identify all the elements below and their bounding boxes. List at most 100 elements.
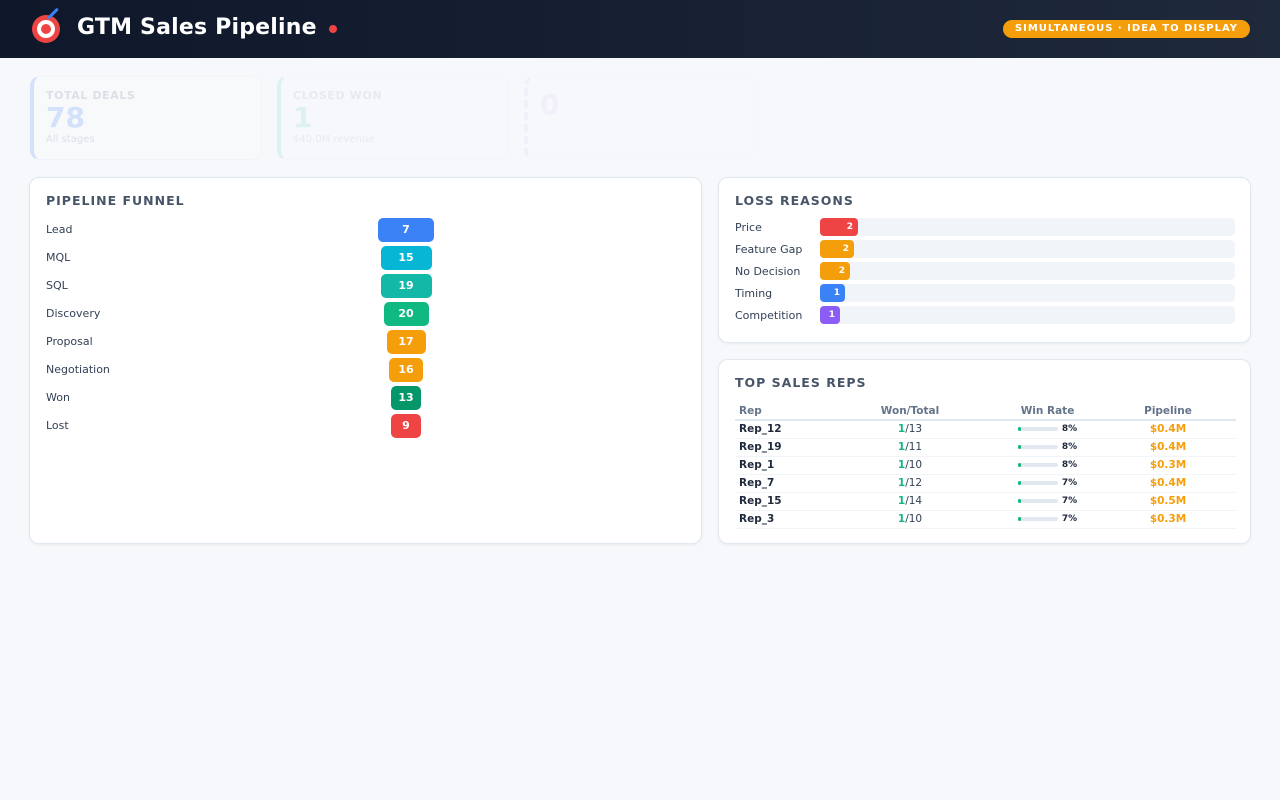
loss-reason-row: No Decision 2 (735, 262, 1235, 280)
loss-reason-row: Feature Gap 2 (735, 240, 1235, 258)
pipeline-value: $0.3M (1149, 513, 1187, 525)
kpi-subtext: $40.0M revenue (293, 134, 375, 145)
win-rate-fill (1017, 427, 1021, 432)
win-rate-fill (1017, 445, 1021, 449)
loss-reason-row: Timing 1 (735, 284, 1235, 302)
funnel-bar[interactable]: 13 (391, 386, 421, 410)
table-header-row: Rep Won/Total Win Rate Pipeline (735, 403, 1236, 421)
win-rate-fill (1017, 463, 1021, 467)
funnel-bar[interactable]: 7 (378, 218, 434, 242)
total-count: /13 (905, 423, 923, 436)
won-total-cell: 1/10 (825, 510, 995, 529)
total-count: /14 (905, 495, 923, 507)
kpi-card-total-deals: TOTAL DEALS 78 All stages (30, 76, 262, 160)
column-header[interactable]: Rep (735, 403, 825, 421)
funnel-row: SQL 19 (46, 274, 686, 298)
funnel-stage-label: Won (46, 391, 70, 404)
kpi-card-closed-won: CLOSED WON 1 $40.0M revenue (277, 76, 509, 160)
won-total-cell: 1/11 (825, 438, 995, 457)
funnel-bar[interactable]: 16 (389, 358, 423, 382)
win-rate-value: 7% (1061, 514, 1078, 524)
target-icon (32, 7, 60, 43)
column-header[interactable]: Win Rate (995, 403, 1100, 421)
won-count: 1 (897, 495, 906, 507)
rep-name: Rep_19 (735, 438, 825, 457)
mode-badge: SIMULTANEOUS · IDEA TO DISPLAY (1002, 20, 1250, 38)
funnel-stage-label: Discovery (46, 307, 101, 320)
funnel-bar[interactable]: 9 (391, 414, 421, 438)
total-count: /12 (905, 477, 923, 489)
loss-reasons-card: LOSS REASONS Price 2 Feature Gap 2 No Decisi… (718, 177, 1251, 343)
win-rate-value: 7% (1061, 478, 1078, 488)
rep-name: Rep_3 (735, 510, 825, 529)
win-rate-fill (1017, 517, 1021, 521)
won-count: 1 (897, 513, 906, 525)
won-count: 1 (897, 441, 906, 453)
rep-name: Rep_15 (735, 492, 825, 511)
reps-table: Rep Won/Total Win Rate Pipeline Rep_12 1/… (735, 403, 1236, 529)
win-rate-cell: 8% (995, 420, 1100, 439)
pipeline-funnel-card: PIPELINE FUNNEL Lead 7 MQL 15 SQL 19 Discovery… (29, 177, 702, 544)
loss-reason-label: Price (735, 221, 762, 234)
loss-bar[interactable]: 1 (820, 284, 845, 302)
loss-bar-track: 2 (820, 262, 1235, 280)
loss-bar[interactable]: 1 (820, 306, 840, 324)
rep-name: Rep_12 (735, 420, 825, 439)
rep-name: Rep_1 (735, 456, 825, 475)
funnel-row: Lead 7 (46, 218, 686, 242)
funnel-bar[interactable]: 17 (386, 330, 426, 354)
pipeline-cell: $0.3M (1100, 510, 1236, 529)
pipeline-cell: $0.5M (1100, 492, 1236, 511)
loss-bar[interactable]: 2 (820, 240, 854, 258)
table-row[interactable]: Rep_19 1/11 8% $0.4M (735, 438, 1236, 457)
win-rate-cell: 7% (995, 492, 1100, 511)
pipeline-value: $0.4M (1149, 423, 1187, 436)
win-rate-value: 7% (1061, 496, 1078, 506)
win-rate-bar (1017, 499, 1058, 503)
pipeline-cell: $0.4M (1100, 474, 1236, 493)
status-dot (329, 25, 337, 33)
won-total-cell: 1/10 (825, 456, 995, 475)
loss-bar-track: 1 (820, 284, 1235, 302)
funnel-bar[interactable]: 15 (380, 246, 432, 270)
total-count: /10 (905, 513, 923, 525)
win-rate-cell: 7% (995, 510, 1100, 529)
funnel-stage-label: Lost (46, 419, 69, 432)
card-title: TOP SALES REPS (735, 375, 867, 390)
app-title: GTM Sales Pipeline (77, 15, 317, 40)
column-header[interactable]: Won/Total (825, 403, 995, 421)
funnel-bar[interactable]: 19 (380, 274, 432, 298)
won-total-cell: 1/14 (825, 492, 995, 511)
loss-bar-track: 2 (820, 218, 1235, 236)
win-rate-bar (1017, 517, 1058, 521)
funnel-row: Won 13 (46, 386, 686, 410)
win-rate-cell: 8% (995, 438, 1100, 457)
table-row[interactable]: Rep_7 1/12 7% $0.4M (735, 474, 1236, 493)
table-row[interactable]: Rep_12 1/13 8% $0.4M (735, 420, 1236, 439)
funnel-bar[interactable]: 20 (383, 302, 429, 326)
loss-bar[interactable]: 2 (820, 218, 858, 236)
kpi-subtext: All stages (46, 134, 95, 145)
table-row[interactable]: Rep_15 1/14 7% $0.5M (735, 492, 1236, 511)
card-title: PIPELINE FUNNEL (46, 193, 185, 208)
total-count: /10 (905, 459, 923, 471)
loss-reason-row: Competition 1 (735, 306, 1235, 324)
loss-reason-label: Feature Gap (735, 243, 803, 256)
kpi-label: CLOSED WON (293, 89, 383, 102)
table-row[interactable]: Rep_1 1/10 8% $0.3M (735, 456, 1236, 475)
rep-name: Rep_7 (735, 474, 825, 493)
win-rate-cell: 8% (995, 456, 1100, 475)
funnel-stage-label: MQL (46, 251, 71, 264)
kpi-value: 1 (293, 101, 313, 134)
pipeline-cell: $0.4M (1100, 420, 1236, 439)
loss-bar[interactable]: 2 (820, 262, 850, 280)
table-row[interactable]: Rep_3 1/10 7% $0.3M (735, 510, 1236, 529)
kpi-value: 0 (540, 88, 560, 121)
win-rate-cell: 7% (995, 474, 1100, 493)
win-rate-bar (1017, 445, 1058, 449)
pipeline-value: $0.3M (1149, 459, 1187, 471)
kpi-card-third: 0 (524, 76, 756, 160)
column-header[interactable]: Pipeline (1100, 403, 1236, 421)
pipeline-cell: $0.3M (1100, 456, 1236, 475)
loss-reason-row: Price 2 (735, 218, 1235, 236)
